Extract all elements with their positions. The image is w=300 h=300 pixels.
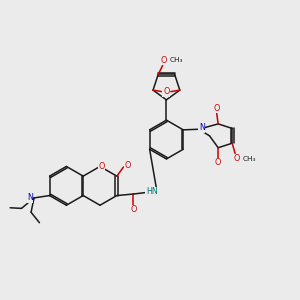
Text: N: N bbox=[199, 123, 205, 132]
Text: O: O bbox=[99, 162, 105, 171]
Text: HN: HN bbox=[146, 188, 158, 196]
Text: N: N bbox=[27, 194, 33, 202]
Text: CH₃: CH₃ bbox=[170, 57, 184, 63]
Text: O: O bbox=[130, 206, 136, 214]
Text: O: O bbox=[164, 87, 170, 96]
Text: O: O bbox=[214, 104, 220, 113]
Text: O: O bbox=[233, 154, 240, 163]
Text: O: O bbox=[124, 161, 130, 170]
Text: O: O bbox=[215, 158, 221, 167]
Text: O: O bbox=[163, 87, 169, 96]
Text: O: O bbox=[161, 56, 167, 65]
Text: CH₃: CH₃ bbox=[243, 156, 256, 162]
